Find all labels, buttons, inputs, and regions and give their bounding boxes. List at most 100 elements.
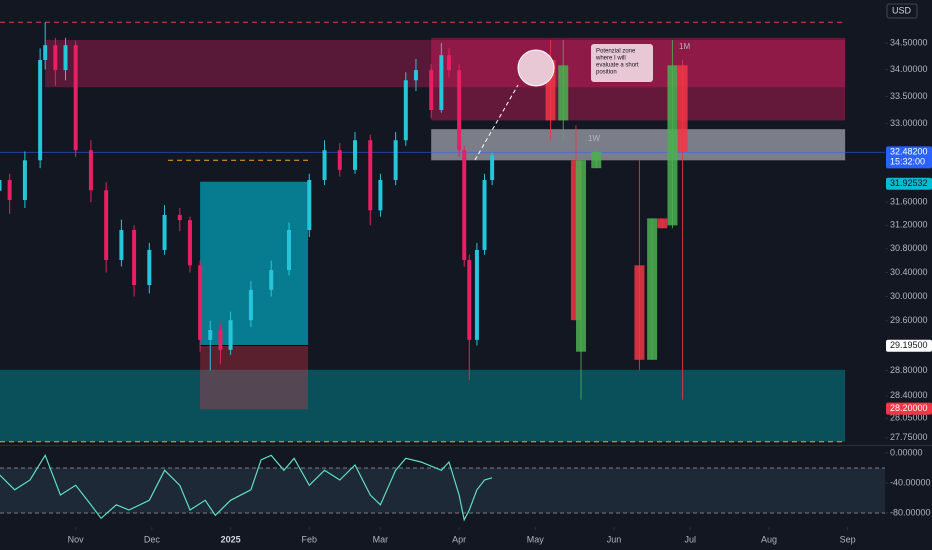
y-tick-label: 31.20000 bbox=[890, 220, 928, 230]
candle-body bbox=[393, 140, 398, 181]
candle-body bbox=[218, 330, 223, 350]
candle-body bbox=[7, 180, 12, 200]
price-label: 32.48200 bbox=[890, 147, 928, 157]
candle-body bbox=[570, 160, 581, 321]
rsi-pane: 0.00000 -40.00000 -80.00000 bbox=[0, 447, 931, 522]
candle-body bbox=[576, 160, 587, 352]
candle-body bbox=[0, 180, 2, 191]
y-tick-label: 28.80000 bbox=[890, 365, 928, 375]
y-tick-label: 33.00000 bbox=[890, 118, 928, 128]
candle-body bbox=[43, 45, 48, 60]
zone bbox=[200, 345, 309, 410]
candle-body bbox=[413, 70, 418, 81]
candle-body bbox=[429, 70, 434, 111]
candle-body bbox=[591, 151, 602, 169]
currency: USD bbox=[892, 5, 912, 15]
arrow-line bbox=[474, 84, 519, 161]
note-line: position bbox=[596, 70, 617, 76]
rsi-tick-label: -40.00000 bbox=[890, 477, 931, 487]
y-tick-label: 30.80000 bbox=[890, 243, 928, 253]
annotations: Potenzial zone where I will evaluate a s… bbox=[474, 42, 690, 161]
y-tick-label: 28.05000 bbox=[890, 413, 928, 423]
target-circle bbox=[517, 49, 555, 87]
y-tick-label: 30.40000 bbox=[890, 267, 928, 277]
x-tick-label: Feb bbox=[302, 534, 318, 544]
y-tick-label: 29.60000 bbox=[890, 315, 928, 325]
candle-body bbox=[248, 289, 253, 321]
candle-body bbox=[647, 218, 658, 360]
price-pane: 34.50000 34.00000 33.50000 33.00000 31.60000… bbox=[0, 21, 932, 443]
zone bbox=[200, 181, 309, 346]
candle-body bbox=[403, 80, 408, 141]
candle-body bbox=[545, 59, 556, 121]
candle-body bbox=[337, 150, 342, 170]
candle-body bbox=[208, 330, 213, 340]
candle-body bbox=[63, 45, 68, 71]
rsi-band bbox=[0, 468, 885, 514]
candle-body bbox=[490, 155, 495, 181]
candle-body bbox=[634, 265, 645, 360]
candle-body bbox=[378, 180, 383, 211]
x-tick-label: Dec bbox=[144, 534, 161, 544]
candle-body bbox=[307, 180, 312, 231]
candle-body bbox=[286, 230, 291, 271]
note-box bbox=[591, 44, 653, 82]
candle-body bbox=[439, 55, 444, 111]
candle-body bbox=[73, 45, 78, 151]
y-tick-label: 33.50000 bbox=[890, 91, 928, 101]
price-label-time: 15:32:00 bbox=[890, 157, 925, 167]
candle-body bbox=[228, 320, 233, 350]
x-tick-label: Jul bbox=[684, 534, 696, 544]
candle-body bbox=[132, 230, 137, 286]
zone bbox=[45, 39, 846, 88]
candle-body bbox=[322, 150, 327, 181]
candle-body bbox=[177, 214, 182, 221]
y-tick-label: 28.40000 bbox=[890, 390, 928, 400]
candle-body bbox=[162, 214, 167, 250]
candle-body bbox=[677, 65, 688, 152]
note-line: evaluate a short bbox=[596, 63, 639, 69]
price-label: 28.20000 bbox=[890, 403, 928, 413]
candle-body bbox=[53, 45, 58, 71]
candle-body bbox=[198, 265, 203, 340]
rsi-tick-label: 0.00000 bbox=[890, 447, 923, 457]
note-line: where I will bbox=[595, 56, 626, 62]
price-label: 29.19500 bbox=[890, 340, 928, 350]
candle-body bbox=[353, 140, 358, 170]
price-label-box bbox=[886, 146, 932, 169]
candle-body bbox=[467, 259, 472, 340]
x-tick-label: Sep bbox=[840, 534, 856, 544]
candle-body bbox=[119, 230, 124, 260]
candle-body bbox=[38, 59, 43, 161]
x-tick-label: Aug bbox=[761, 534, 777, 544]
weekly-label: 1W bbox=[588, 134, 600, 143]
y-tick-label: 31.60000 bbox=[890, 197, 928, 207]
candle-body bbox=[558, 65, 569, 121]
y-tick-label: 34.00000 bbox=[890, 64, 928, 74]
candle-body bbox=[88, 150, 93, 191]
candle-body bbox=[474, 249, 479, 340]
candle-body bbox=[147, 249, 152, 286]
zone bbox=[431, 129, 846, 161]
zone bbox=[0, 369, 846, 442]
x-tick-label: Jun bbox=[607, 534, 622, 544]
candle-body bbox=[368, 140, 373, 211]
price-label: 31.92532 bbox=[890, 178, 928, 188]
currency-box bbox=[886, 3, 918, 19]
rsi-line bbox=[0, 453, 493, 522]
candle-body bbox=[187, 220, 192, 266]
price-label-box bbox=[886, 339, 932, 352]
candle-body bbox=[22, 160, 27, 200]
candle-body bbox=[104, 190, 109, 260]
candle-body bbox=[667, 65, 678, 226]
rsi-tick-label: -80.00000 bbox=[890, 507, 931, 517]
candle-body bbox=[269, 270, 274, 290]
monthly-label: 1M bbox=[679, 42, 690, 51]
price-label-box bbox=[886, 402, 932, 415]
x-tick-label: May bbox=[527, 534, 545, 544]
x-tick-label: Nov bbox=[68, 534, 85, 544]
y-tick-label: 30.00000 bbox=[890, 291, 928, 301]
x-tick-label: 2025 bbox=[221, 534, 241, 544]
